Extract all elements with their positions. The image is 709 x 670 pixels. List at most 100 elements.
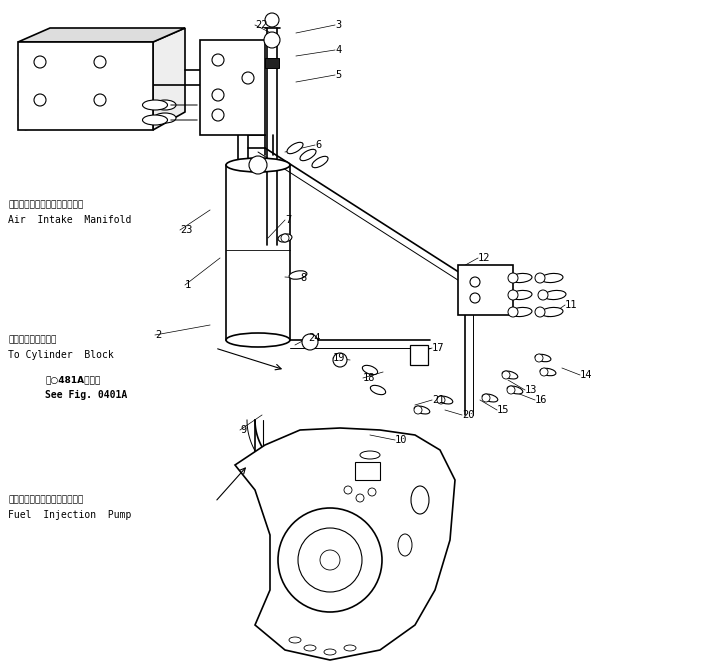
- Circle shape: [508, 273, 518, 283]
- Text: 5: 5: [335, 70, 341, 80]
- Text: 第○481A図参照: 第○481A図参照: [45, 375, 100, 384]
- Text: 2: 2: [155, 330, 161, 340]
- Ellipse shape: [154, 100, 176, 110]
- Ellipse shape: [362, 365, 378, 375]
- Polygon shape: [153, 28, 185, 130]
- Text: 22: 22: [255, 20, 267, 30]
- Text: 10: 10: [395, 435, 408, 445]
- Text: エアーインテークマニホールド: エアーインテークマニホールド: [8, 200, 83, 209]
- Ellipse shape: [414, 406, 430, 414]
- Ellipse shape: [540, 369, 556, 376]
- Ellipse shape: [324, 649, 336, 655]
- Circle shape: [437, 396, 445, 404]
- Ellipse shape: [287, 142, 303, 153]
- Text: See Fig. 0401A: See Fig. 0401A: [45, 390, 127, 400]
- Circle shape: [212, 54, 224, 66]
- Text: 15: 15: [497, 405, 510, 415]
- Text: 13: 13: [525, 385, 537, 395]
- Text: 8: 8: [300, 273, 306, 283]
- Ellipse shape: [360, 451, 380, 459]
- Text: 20: 20: [462, 410, 474, 420]
- Polygon shape: [18, 28, 185, 42]
- Ellipse shape: [370, 385, 386, 395]
- Text: 1: 1: [185, 280, 191, 290]
- Circle shape: [470, 293, 480, 303]
- Circle shape: [482, 394, 490, 402]
- Circle shape: [249, 156, 267, 174]
- Text: 16: 16: [535, 395, 547, 405]
- Text: 11: 11: [565, 300, 578, 310]
- Ellipse shape: [278, 234, 292, 242]
- Ellipse shape: [300, 149, 316, 161]
- Circle shape: [507, 386, 515, 394]
- Circle shape: [414, 406, 422, 414]
- Text: 21: 21: [432, 395, 445, 405]
- Polygon shape: [235, 428, 455, 660]
- Text: 6: 6: [315, 140, 321, 150]
- Circle shape: [508, 307, 518, 317]
- Ellipse shape: [289, 637, 301, 643]
- Ellipse shape: [398, 534, 412, 556]
- Bar: [355, 462, 380, 480]
- Text: 23: 23: [180, 225, 193, 235]
- Ellipse shape: [226, 333, 290, 347]
- Circle shape: [320, 550, 340, 570]
- Text: Air  Intake  Manifold: Air Intake Manifold: [8, 215, 131, 225]
- Circle shape: [470, 277, 480, 287]
- Circle shape: [368, 488, 376, 496]
- Circle shape: [94, 94, 106, 106]
- Bar: [410, 345, 428, 365]
- Bar: [18, 42, 153, 130]
- Ellipse shape: [507, 386, 523, 394]
- Circle shape: [265, 13, 279, 27]
- Ellipse shape: [344, 645, 356, 651]
- Circle shape: [508, 290, 518, 300]
- Ellipse shape: [544, 290, 566, 299]
- Circle shape: [535, 273, 545, 283]
- Circle shape: [212, 109, 224, 121]
- Bar: [458, 265, 513, 315]
- Circle shape: [281, 234, 289, 242]
- Circle shape: [344, 486, 352, 494]
- Text: 18: 18: [363, 373, 376, 383]
- Circle shape: [34, 56, 46, 68]
- Ellipse shape: [226, 158, 290, 172]
- Bar: [265, 58, 279, 68]
- Ellipse shape: [510, 273, 532, 283]
- Text: 4: 4: [335, 45, 341, 55]
- Circle shape: [278, 508, 382, 612]
- Bar: [200, 40, 265, 135]
- Circle shape: [302, 334, 318, 350]
- Ellipse shape: [143, 115, 167, 125]
- Circle shape: [94, 56, 106, 68]
- Text: Fuel  Injection  Pump: Fuel Injection Pump: [8, 510, 131, 520]
- Circle shape: [264, 32, 280, 48]
- Text: シリンダブロックヘ: シリンダブロックヘ: [8, 335, 57, 344]
- Ellipse shape: [541, 308, 563, 317]
- Circle shape: [242, 72, 254, 84]
- Circle shape: [298, 528, 362, 592]
- Text: 17: 17: [432, 343, 445, 353]
- Text: 3: 3: [335, 20, 341, 30]
- Ellipse shape: [535, 354, 551, 362]
- Circle shape: [535, 354, 543, 362]
- Ellipse shape: [304, 645, 316, 651]
- Circle shape: [34, 94, 46, 106]
- Ellipse shape: [143, 100, 167, 110]
- Ellipse shape: [437, 396, 453, 404]
- Circle shape: [540, 368, 548, 376]
- Circle shape: [333, 353, 347, 367]
- Ellipse shape: [482, 394, 498, 402]
- Text: 14: 14: [580, 370, 593, 380]
- Ellipse shape: [154, 113, 176, 123]
- Circle shape: [535, 307, 545, 317]
- Circle shape: [212, 89, 224, 101]
- Text: 7: 7: [285, 215, 291, 225]
- Ellipse shape: [312, 156, 328, 168]
- Ellipse shape: [411, 486, 429, 514]
- Text: 19: 19: [333, 353, 345, 363]
- Ellipse shape: [289, 271, 307, 279]
- Text: 9: 9: [240, 425, 246, 435]
- Ellipse shape: [541, 273, 563, 283]
- Circle shape: [502, 371, 510, 379]
